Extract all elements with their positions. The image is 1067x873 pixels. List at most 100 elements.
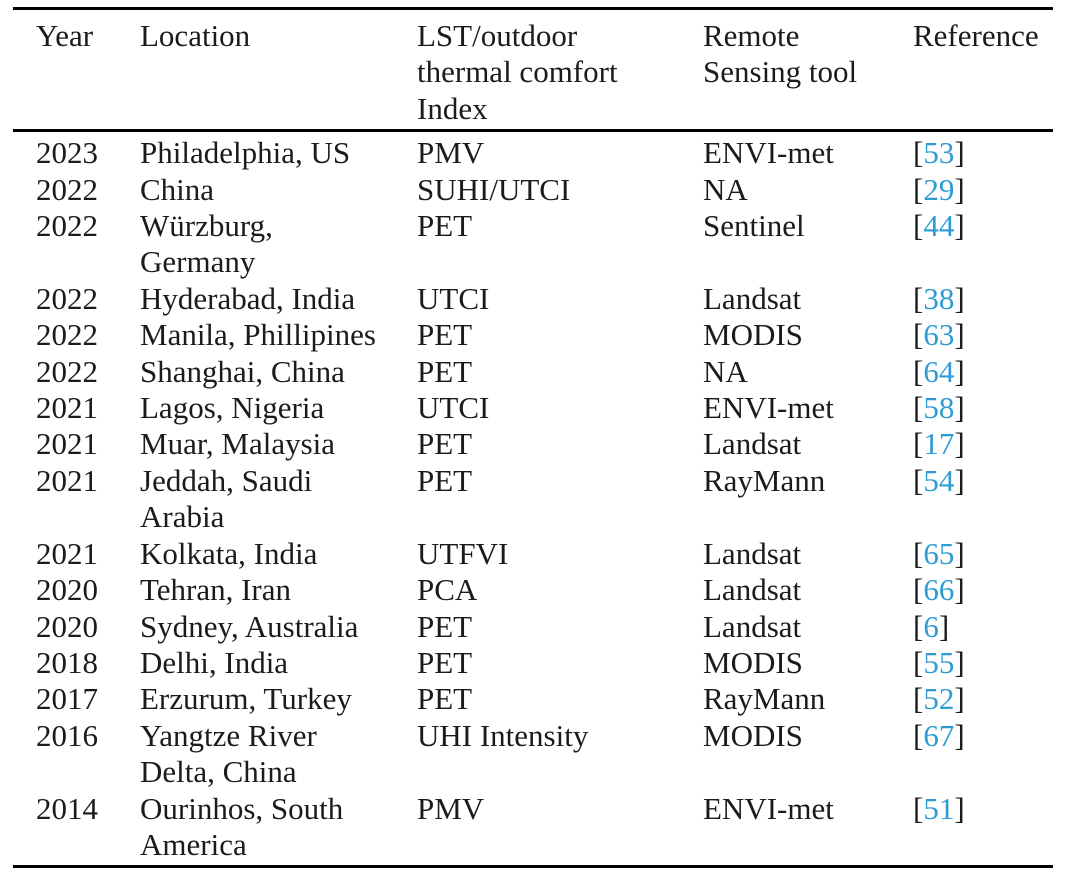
cell-index: PET [417,644,473,680]
cell-location: Kolkata, India [140,535,318,571]
cell-reference: [54] [913,463,1053,499]
bracket-close-text: ] [954,535,965,571]
cell-tool: NA [703,171,748,207]
bracket-open-text: [ [913,790,924,826]
bracket-open-text: [ [913,681,924,717]
cell-reference: [52] [913,681,1053,717]
cell-year: 2020 [36,572,98,608]
cell-location: Philadelphia, US [140,135,351,171]
cell-reference: [58] [913,390,1053,426]
bracket-open-text: [ [913,535,924,571]
cell-tool: NA [703,353,748,389]
cell-year: 2014 [36,790,98,826]
cell-location: Tehran, Iran [140,572,292,608]
bracket-open-text: [ [913,717,924,753]
citation-link[interactable]: 63 [923,317,955,353]
cell-location: Muar, Malaysia [140,426,336,462]
table-row: 2021 Kolkata, India UTFVI Landsat [65] [36,536,1053,572]
cell-tool: ENVI-met [703,135,834,171]
bracket-close-text: ] [938,608,950,644]
cell-index: PCA [417,572,478,608]
bracket-close-text: ] [954,462,965,498]
bracket-open-text: [ [913,572,924,608]
cell-reference: [29] [913,172,1053,208]
table-row: 2022 China SUHI/UTCI NA [29] [36,172,1053,208]
cell-tool: RayMann [703,681,826,717]
table-row: 2022 Shanghai, China PET NA [64] [36,354,1053,390]
bracket-open-text: [ [913,608,924,644]
cell-reference: [53] [913,135,1053,171]
cell-reference: [64] [913,354,1053,390]
citation-link[interactable]: 66 [923,572,955,608]
bracket-close-text: ] [954,790,965,826]
citation-link[interactable]: 55 [923,644,955,680]
citation-link[interactable]: 67 [923,717,955,753]
cell-location: Ourinhos, South America [140,790,344,862]
cell-index: PET [417,608,473,644]
cell-year: 2017 [36,681,98,717]
cell-year: 2021 [36,426,98,462]
citation-link[interactable]: 65 [923,535,955,571]
cell-index: PET [417,426,473,462]
cell-reference: [44] [913,208,1053,244]
bracket-close-text: ] [954,353,965,389]
bracket-close-text: ] [954,171,965,207]
cell-year: 2022 [36,353,98,389]
cell-tool: ENVI-met [703,790,834,826]
citation-link[interactable]: 52 [923,681,955,717]
cell-tool: MODIS [703,644,803,680]
cell-year: 2020 [36,608,98,644]
table-row: 2020 Tehran, Iran PCA Landsat [66] [36,572,1053,608]
citation-link[interactable]: 51 [923,790,955,826]
column-header-location: Location [140,18,251,53]
bracket-close-text: ] [954,208,965,244]
cell-year: 2016 [36,717,98,753]
bracket-open-text: [ [913,426,924,462]
cell-reference: [55] [913,645,1053,681]
citation-link[interactable]: 44 [923,208,955,244]
cell-year: 2022 [36,317,98,353]
bracket-open-text: [ [913,208,924,244]
cell-reference: [51] [913,791,1053,827]
bracket-open-text: [ [913,280,924,316]
citation-link[interactable]: 29 [923,171,955,207]
bracket-close-text: ] [954,390,965,426]
cell-year: 2022 [36,208,98,244]
column-header-year: Year [36,18,94,53]
bracket-close-text: ] [954,681,965,717]
table-row: 2014 Ourinhos, South America PMV ENVI-me… [36,791,1053,864]
cell-index: PET [417,353,473,389]
bracket-close-text: ] [954,572,965,608]
citation-link[interactable]: 64 [923,353,955,389]
bracket-open-text: [ [913,390,924,426]
cell-year: 2022 [36,280,98,316]
cell-index: SUHI/UTCI [417,171,571,207]
bracket-open-text: [ [913,644,924,680]
column-header-index: LST/outdoor thermal comfort Index [417,18,618,126]
cell-location: Hyderabad, India [140,280,356,316]
cell-year: 2021 [36,390,98,426]
cell-tool: Landsat [703,572,802,608]
bracket-close-text: ] [954,426,965,462]
citation-link[interactable]: 17 [923,426,955,462]
cell-index: UTFVI [417,535,509,571]
cell-index: PMV [417,790,485,826]
cell-tool: Landsat [703,280,802,316]
cell-index: UTCI [417,280,490,316]
cell-index: PET [417,208,473,244]
table-row: 2022 Würzburg, Germany PET Sentinel [44] [36,208,1053,281]
cell-reference: [17] [913,426,1053,462]
bracket-close-text: ] [954,644,965,680]
citation-link[interactable]: 58 [923,390,955,426]
citation-link[interactable]: 38 [923,280,955,316]
cell-location: Lagos, Nigeria [140,390,325,426]
cell-reference: [67] [913,718,1053,754]
cell-index: UHI Intensity [417,717,589,753]
citation-link[interactable]: 54 [923,462,955,498]
cell-reference: [6] [913,609,1053,645]
table-row: 2016 Yangtze River Delta, China UHI Inte… [36,718,1053,791]
cell-index: UTCI [417,390,490,426]
citation-link[interactable]: 53 [923,135,955,171]
cell-reference: [65] [913,536,1053,572]
citation-link[interactable]: 6 [923,608,939,644]
